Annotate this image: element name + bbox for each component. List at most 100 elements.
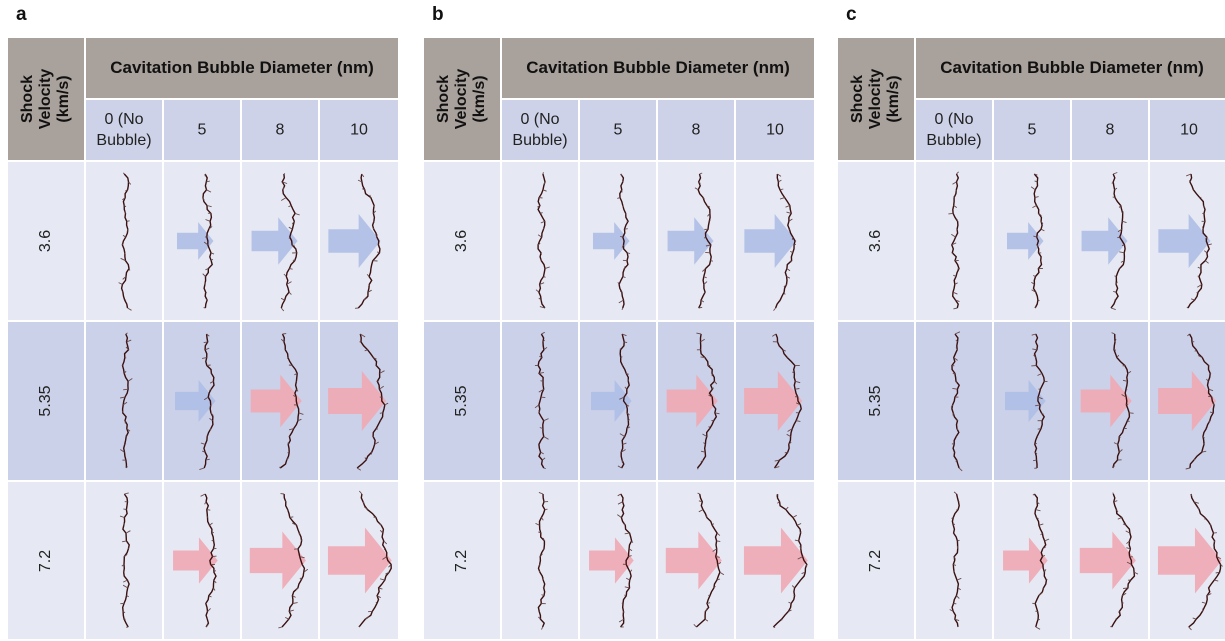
molecule-snapshot xyxy=(744,333,803,469)
simulation-cell xyxy=(736,482,816,641)
molecule-snapshot xyxy=(118,172,132,311)
molecule-snapshot xyxy=(592,173,631,311)
molecule-snapshot xyxy=(666,332,720,470)
molecule-snapshot xyxy=(1081,172,1128,311)
simulation-cell xyxy=(320,322,400,482)
column-header-label: 5 xyxy=(1027,121,1037,139)
column-header-label: Bubble) xyxy=(96,132,152,149)
shock-arrow-blue-icon xyxy=(251,217,298,265)
molecule-snapshot xyxy=(1158,333,1217,470)
simulation-cell xyxy=(580,322,658,482)
polymer-chain-icon xyxy=(948,171,960,310)
shock-velocity-cell: 7.2 xyxy=(8,482,86,641)
results-table: Shock Velocity (km/s) Cavitation Bubble Dia… xyxy=(8,38,400,641)
column-header: 5 xyxy=(164,100,242,162)
shock-velocity-value: 7.2 xyxy=(37,549,54,572)
bubble-diameter-title: Cavitation Bubble Diameter (nm) xyxy=(110,58,374,77)
molecule-snapshot xyxy=(535,491,549,630)
shock-arrow-blue-icon xyxy=(744,214,797,268)
polymer-chain-icon xyxy=(202,173,215,309)
simulation-cell xyxy=(320,482,400,641)
panel-label: b xyxy=(432,4,444,25)
shock-title-line: Velocity xyxy=(37,68,54,130)
shock-arrow-blue-icon xyxy=(667,217,714,265)
column-header-label: 8 xyxy=(1105,121,1115,139)
panel-c: c Shock Velocity (km/s) Cavitation Bubble Di… xyxy=(838,0,1225,641)
bubble-diameter-title: Cavitation Bubble Diameter (nm) xyxy=(940,58,1204,77)
simulation-cell xyxy=(1072,482,1150,641)
polymer-chain-icon xyxy=(1188,493,1223,631)
panel-b: b Shock Velocity (km/s) Cavitation Bubble Di… xyxy=(424,0,816,641)
molecule-snapshot xyxy=(1005,333,1048,469)
column-header: 10 xyxy=(736,100,816,162)
molecule-snapshot xyxy=(534,331,549,470)
simulation-cell xyxy=(658,322,736,482)
column-header-label: 10 xyxy=(350,121,368,139)
molecule-snapshot xyxy=(119,492,131,628)
polymer-chain-icon xyxy=(118,172,132,311)
column-header-label: 10 xyxy=(766,121,784,139)
shock-velocity-value: 5.35 xyxy=(453,385,470,417)
panel-label: c xyxy=(846,4,857,25)
shock-velocity-cell: 7.2 xyxy=(838,482,916,641)
polymer-chain-icon xyxy=(119,492,131,628)
column-header: 0 (No Bubble) xyxy=(502,100,580,162)
shock-velocity-header: Shock Velocity (km/s) xyxy=(424,38,502,162)
polymer-chain-icon xyxy=(1111,332,1134,469)
molecule-snapshot xyxy=(176,173,215,309)
shock-title-line: Shock xyxy=(19,74,36,124)
polymer-chain-icon xyxy=(617,173,631,311)
polymer-chain-icon xyxy=(693,492,725,628)
molecule-snapshot xyxy=(173,493,218,628)
column-header: 10 xyxy=(1150,100,1225,162)
shock-arrow-blue-icon xyxy=(1158,214,1211,268)
shock-arrow-red-icon xyxy=(665,531,722,590)
bubble-diameter-header: Cavitation Bubble Diameter (nm) xyxy=(502,38,816,100)
column-header-label: Bubble) xyxy=(926,132,982,149)
simulation-cell xyxy=(658,482,736,641)
shock-title-line: (km/s) xyxy=(471,75,488,123)
shock-velocity-cell: 3.6 xyxy=(838,162,916,322)
simulation-cell xyxy=(1150,162,1225,322)
molecule-snapshot xyxy=(328,333,389,471)
results-table: Shock Velocity (km/s) Cavitation Bubble Dia… xyxy=(838,38,1225,641)
column-header: 8 xyxy=(658,100,736,162)
simulation-cell xyxy=(242,322,320,482)
polymer-chain-icon xyxy=(1185,333,1215,470)
molecule-snapshot xyxy=(1079,492,1139,628)
simulation-cell xyxy=(736,162,816,322)
column-header-label: 5 xyxy=(613,121,623,139)
molecule-snapshot xyxy=(1080,332,1134,469)
simulation-cell xyxy=(86,322,164,482)
molecule-snapshot xyxy=(744,173,797,311)
polymer-chain-icon xyxy=(358,490,392,628)
molecule-snapshot xyxy=(591,333,632,469)
shock-arrow-blue-icon xyxy=(591,380,632,422)
simulation-cell xyxy=(658,162,736,322)
simulation-cell xyxy=(164,162,242,322)
shock-velocity-value: 7.2 xyxy=(453,549,470,572)
shock-arrow-red-icon xyxy=(1003,537,1048,584)
shock-velocity-value: 5.35 xyxy=(867,385,884,417)
shock-title-line: (km/s) xyxy=(885,75,902,123)
simulation-cell xyxy=(502,322,580,482)
simulation-cell xyxy=(916,482,994,641)
shock-arrow-red-icon xyxy=(328,371,387,431)
column-header: 5 xyxy=(994,100,1072,162)
polymer-chain-icon xyxy=(950,331,963,472)
simulation-cell xyxy=(502,162,580,322)
polymer-chain-icon xyxy=(617,493,634,628)
polymer-chain-icon xyxy=(200,493,217,628)
polymer-chain-icon xyxy=(1031,333,1048,469)
shock-velocity-value: 3.6 xyxy=(453,229,470,253)
molecule-snapshot xyxy=(1003,493,1050,630)
shock-velocity-value: 3.6 xyxy=(37,229,54,253)
bubble-diameter-header: Cavitation Bubble Diameter (nm) xyxy=(916,38,1225,100)
shock-arrow-blue-icon xyxy=(1005,380,1046,422)
simulation-cell xyxy=(242,482,320,641)
column-header-label: 0 (No xyxy=(520,111,560,128)
molecule-snapshot xyxy=(251,173,300,312)
bubble-diameter-title: Cavitation Bubble Diameter (nm) xyxy=(526,58,790,77)
shock-arrow-red-icon xyxy=(1157,527,1222,594)
column-header-label: 8 xyxy=(275,121,285,139)
